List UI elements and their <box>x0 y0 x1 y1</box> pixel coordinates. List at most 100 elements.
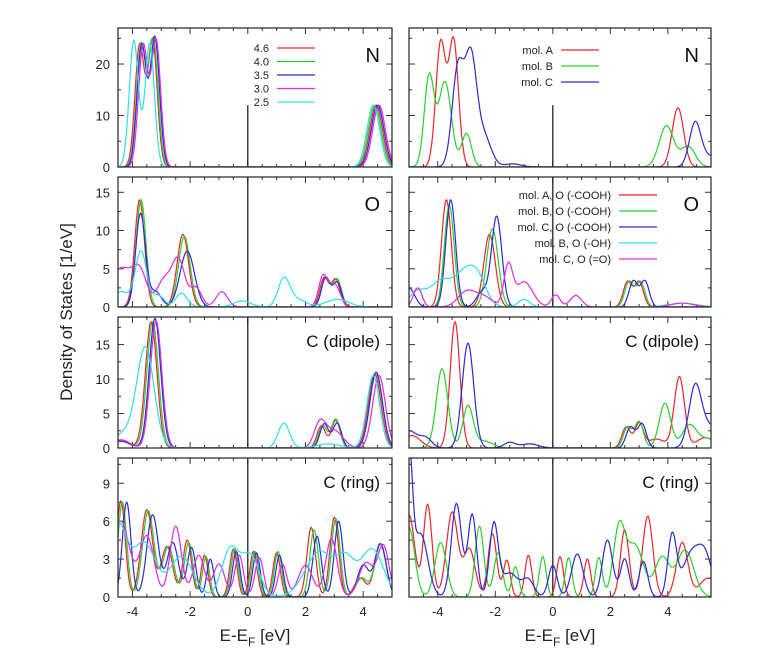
legend: mol. A mol. B mol. C <box>521 45 599 89</box>
panel-label: C (ring) <box>323 473 380 492</box>
x-tick-label: 2 <box>607 604 614 619</box>
series-group <box>118 198 392 307</box>
y-tick-label: 0 <box>103 590 110 605</box>
series-line-mol-a-o-cooh <box>409 198 711 307</box>
panel-frame <box>117 176 393 308</box>
series-line-mol-b <box>409 71 711 167</box>
series-line-mol-a <box>409 503 711 597</box>
x-tick-label: 0 <box>549 604 556 619</box>
legend: 4.6 4.03.5 3.02.5 <box>254 43 315 109</box>
x-title-sub: F <box>248 635 255 649</box>
series-line-2-5 <box>118 39 392 167</box>
y-tick-label: 10 <box>96 372 110 387</box>
series-line-mol-b <box>409 367 711 448</box>
panel-label: C (dipole) <box>306 332 380 351</box>
svg-text:E-EF [eV]: E-EF [eV] <box>220 626 291 649</box>
series-group <box>409 458 711 597</box>
series-line-3-5 <box>118 501 392 597</box>
series-line-3-0 <box>118 520 392 596</box>
y-tick-label: 0 <box>103 441 110 456</box>
y-tick-label: 3 <box>103 552 110 567</box>
series-line-mol-c <box>409 46 711 167</box>
y-tick-label: 10 <box>96 109 110 124</box>
legend-label: 4.6 <box>254 43 269 55</box>
legend-item: 3.5 <box>254 70 315 82</box>
legend-item: mol. B, O (-OH) <box>535 238 657 250</box>
y-tick-label: 9 <box>103 476 110 491</box>
series-line-4-0 <box>118 36 392 167</box>
legend-label: mol. A <box>522 45 553 57</box>
series-line-mol-b <box>409 519 711 597</box>
legend-item: 4.6 <box>254 43 315 55</box>
legend-item: mol. B <box>522 61 599 73</box>
legend-item: mol. C <box>521 77 599 89</box>
legend-label: mol. B <box>522 61 553 73</box>
series-line-3-5 <box>118 212 392 307</box>
series-line-2-5 <box>118 250 392 307</box>
x-axis-title-right: E-EF [eV] <box>525 626 596 649</box>
x-tick-label: -4 <box>127 604 139 619</box>
legend-item: mol. C, O (=O) <box>539 254 657 266</box>
legend-label: mol. C, O (=O) <box>539 254 611 266</box>
y-tick-label: 5 <box>103 407 110 422</box>
panel-frame <box>408 316 712 449</box>
legend-label: mol. A, O (-COOH) <box>519 190 611 202</box>
series-group <box>118 500 392 597</box>
legend-label: 3.5 <box>254 70 269 82</box>
x-title-unit: [eV] <box>255 626 290 645</box>
series-group <box>409 198 711 307</box>
legend-label: mol. B, O (-OH) <box>535 238 611 250</box>
x-axis-title-left: E-EF [eV] <box>220 626 291 649</box>
panel-left-n: 0 10 20 N 4.6 4.03.5 3.02.5 <box>96 27 393 175</box>
legend-item: 4.0 <box>254 57 315 69</box>
series-line-mol-b-o-cooh <box>409 204 711 307</box>
panel-label: N <box>366 45 380 67</box>
panel-label: C (ring) <box>642 473 699 492</box>
series-line-3-0 <box>118 320 392 448</box>
series-line-mol-c <box>410 458 711 597</box>
y-tick-label: 10 <box>96 224 110 239</box>
series-line-4-6 <box>118 37 392 167</box>
x-tick-label: 0 <box>244 604 251 619</box>
panel-label: C (dipole) <box>625 332 699 351</box>
panel-left-c-ring: 0 3 6 9 -4 -2 0 2 4 C (ring) <box>103 457 393 619</box>
x-tick-label: -4 <box>432 604 444 619</box>
series-line-mol-a <box>409 35 711 167</box>
x-title-main: E-E <box>525 626 553 645</box>
x-tick-label: -2 <box>184 604 196 619</box>
panel-left-c-dipole: 0 5 10 15 C (dipole) <box>96 316 393 456</box>
series-line-mol-c-o-cooh <box>409 198 711 307</box>
series-group <box>118 317 392 448</box>
panel-frame <box>408 176 712 308</box>
x-tick-label: -2 <box>490 604 502 619</box>
panel-left-o: 0 5 10 15 O <box>96 176 393 315</box>
series-line-4-0 <box>118 198 392 307</box>
panel-frame <box>117 457 393 598</box>
x-title-unit: [eV] <box>560 626 595 645</box>
y-tick-label: 20 <box>96 57 110 72</box>
series-line-2-5 <box>118 345 392 448</box>
legend-item: mol. C, O (-COOH) <box>518 222 657 234</box>
series-line-3-0 <box>118 256 392 307</box>
legend: mol. A, O (-COOH) mol. B, O (-COOH) mol. C… <box>518 190 657 266</box>
x-title-sub: F <box>553 635 560 649</box>
legend-label: mol. B, O (-COOH) <box>518 206 611 218</box>
panel-frame <box>117 27 393 168</box>
y-tick-label: 15 <box>96 338 110 353</box>
series-line-4-0 <box>118 501 392 597</box>
series-line-3-5 <box>118 317 392 448</box>
legend-label: 2.5 <box>254 97 269 109</box>
x-title-main: E-E <box>220 626 248 645</box>
series-line-mol-a <box>409 320 711 448</box>
x-tick-label: 4 <box>360 604 367 619</box>
y-tick-label: 5 <box>103 262 110 277</box>
y-axis-title: Density of States [1/eV] <box>57 223 76 401</box>
y-tick-label: 6 <box>103 514 110 529</box>
legend-label: 4.0 <box>254 57 269 69</box>
series-line-2-5 <box>118 522 392 597</box>
series-line-mol-c <box>409 342 711 448</box>
x-tick-label: 4 <box>664 604 671 619</box>
panel-right-c-ring: -4 -2 0 2 4 C (ring) <box>408 457 712 619</box>
